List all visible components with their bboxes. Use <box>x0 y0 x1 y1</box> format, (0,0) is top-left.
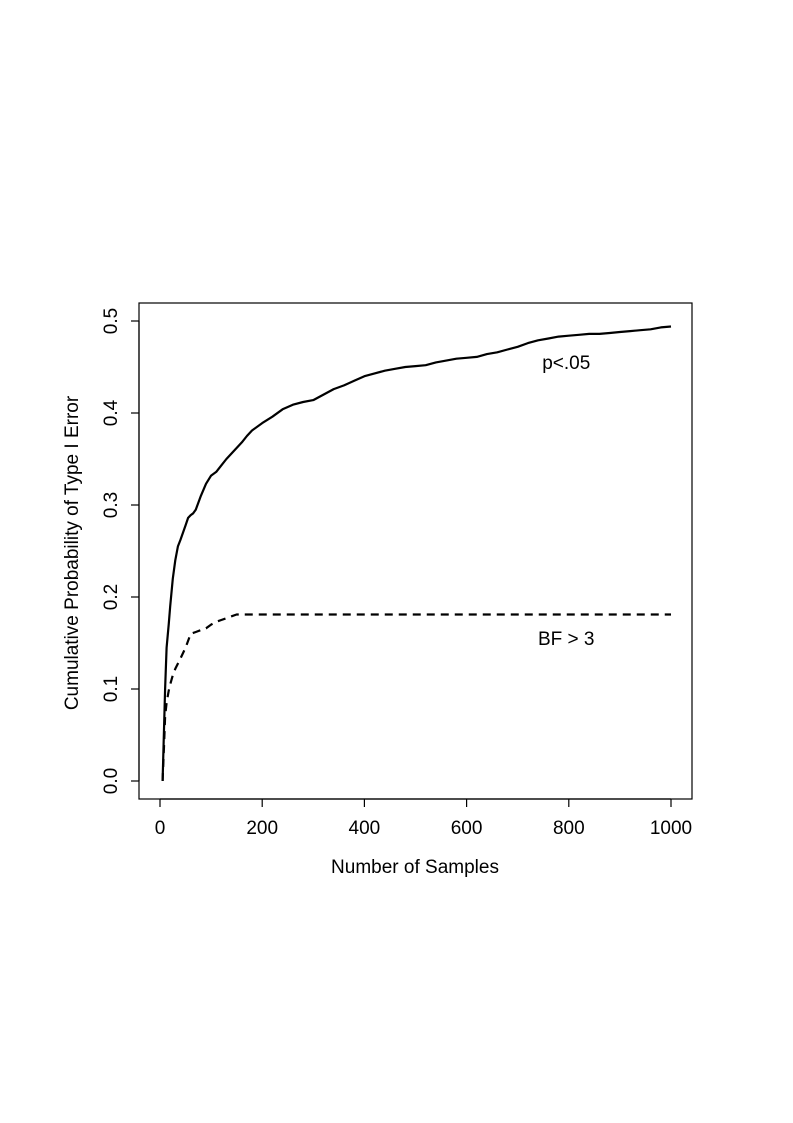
x-axis-title: Number of Samples <box>331 857 499 878</box>
annotation-layer: p<.05 BF > 3 <box>538 353 595 650</box>
y-tick-label: 0.0 <box>101 768 122 794</box>
x-tick-label: 0 <box>155 818 166 839</box>
y-tick-label: 0.4 <box>101 399 122 426</box>
x-axis: 0 200 400 600 800 1000 <box>155 798 692 839</box>
y-tick-label: 0.3 <box>101 492 122 518</box>
y-tick-label: 0.5 <box>101 308 122 334</box>
series-annotation: p<.05 <box>542 353 590 374</box>
y-tick-label: 0.2 <box>101 584 122 610</box>
x-tick-label: 200 <box>246 818 278 839</box>
series-layer <box>161 325 672 782</box>
y-axis-title: Cumulative Probability of Type I Error <box>62 395 83 710</box>
x-tick-label: 800 <box>553 818 585 839</box>
x-tick-label: 600 <box>451 818 483 839</box>
y-tick-label: 0.1 <box>101 676 122 702</box>
series-line-1 <box>161 613 671 782</box>
x-tick-label: 400 <box>349 818 381 839</box>
x-tick-label: 1000 <box>650 818 692 839</box>
series-annotation: BF > 3 <box>538 629 595 650</box>
y-axis: 0.0 0.1 0.2 0.3 0.4 0.5 <box>101 308 140 794</box>
series-line-0 <box>161 325 672 782</box>
plot-frame <box>138 302 693 800</box>
